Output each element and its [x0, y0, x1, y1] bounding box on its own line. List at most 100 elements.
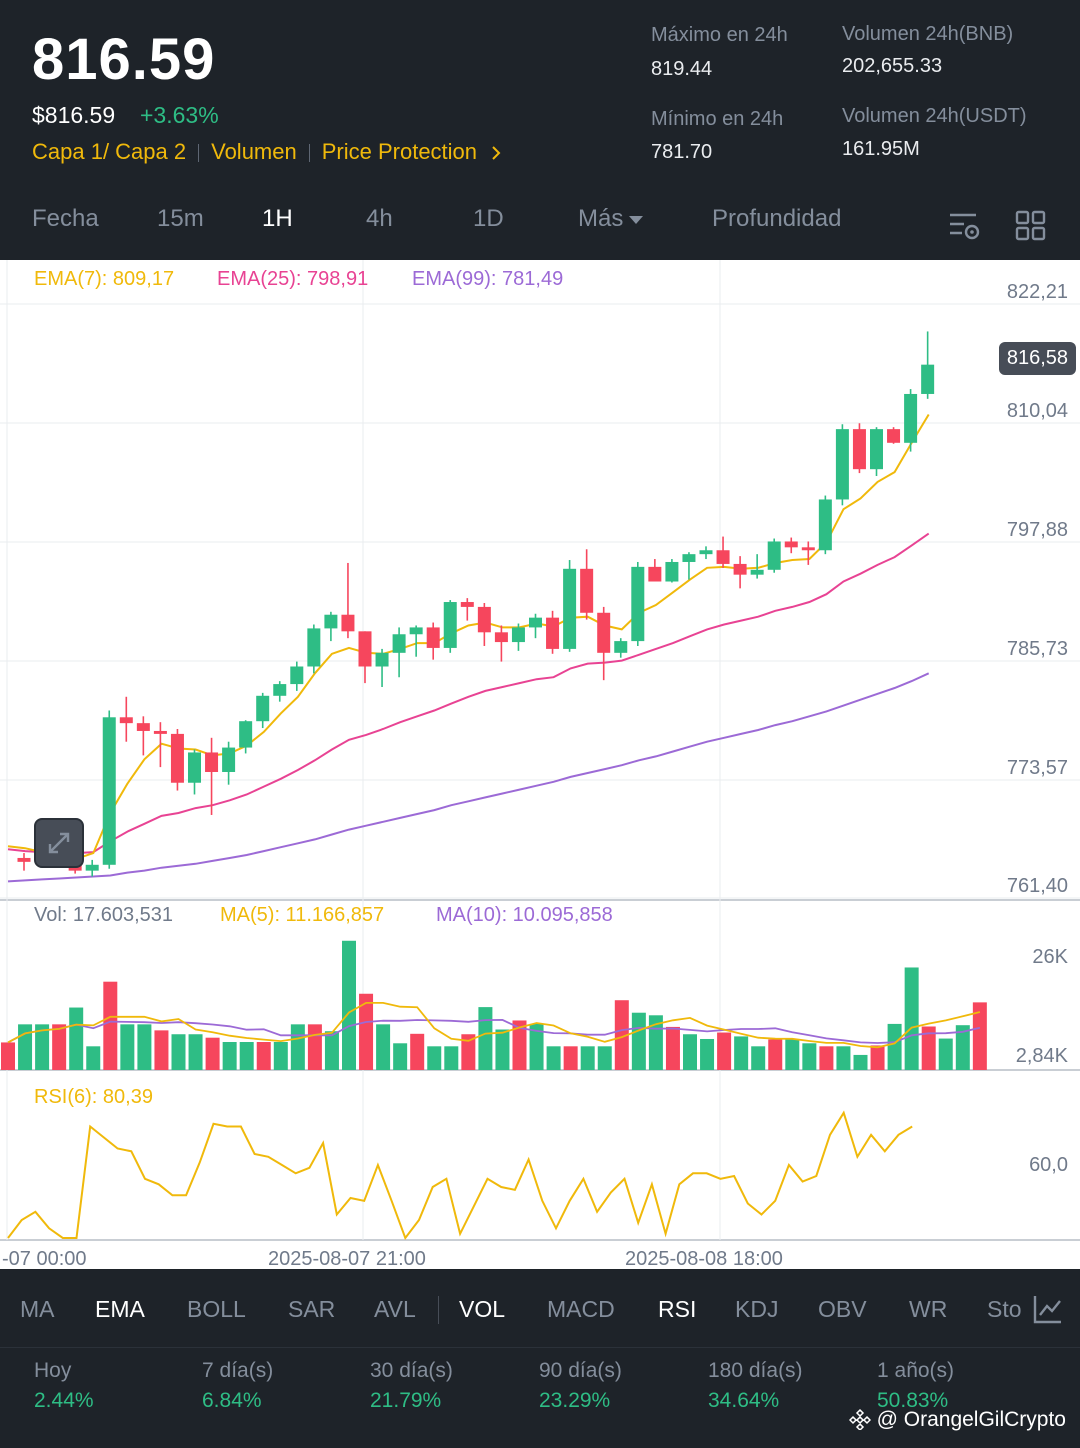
- ema7-legend: EMA(7): 809,17: [34, 268, 175, 290]
- binance-logo-icon: [848, 1408, 871, 1432]
- tab-more-label: Más: [578, 205, 624, 232]
- candlestick-chart[interactable]: [0, 260, 1080, 1269]
- x-axis-label: 2025-08-08 18:00: [625, 1248, 783, 1270]
- volume-bar: [461, 1034, 476, 1070]
- volume-bar: [597, 1046, 612, 1070]
- price-axis-label: 761,40: [1006, 875, 1068, 897]
- volume-bar: [324, 1031, 339, 1070]
- volume-bar: [290, 1024, 305, 1070]
- indicator-ma[interactable]: MA: [20, 1296, 55, 1322]
- volume-bar: [256, 1042, 271, 1070]
- indicator-sto[interactable]: Sto: [987, 1296, 1022, 1322]
- volume-ma10-line: [7, 1018, 981, 1044]
- tab-fecha[interactable]: Fecha: [32, 205, 99, 232]
- ema7-line: [7, 413, 930, 860]
- volume-bar: [222, 1042, 237, 1070]
- candle-body: [546, 617, 560, 649]
- volume-bar: [205, 1037, 220, 1070]
- price-header: 816.59 $816.59 +3.63% Capa 1/ Capa 2 Volu…: [0, 0, 1080, 260]
- volume-bar: [972, 1002, 987, 1070]
- candle-body: [205, 752, 219, 772]
- tab-depth[interactable]: Profundidad: [712, 205, 842, 232]
- candle-body: [409, 627, 423, 635]
- tab-more[interactable]: Más: [578, 205, 644, 233]
- candle-body: [682, 554, 696, 562]
- volume-bar: [154, 1030, 169, 1070]
- price-protection-link[interactable]: Price Protection: [321, 139, 478, 164]
- layout-grid-icon[interactable]: [1014, 210, 1048, 242]
- volume-bar: [188, 1034, 203, 1070]
- indicator-obv[interactable]: OBV: [818, 1296, 867, 1322]
- price-axis-label: 797,88: [1006, 519, 1068, 541]
- indicator-macd[interactable]: MACD: [547, 1296, 615, 1322]
- perf-value-90d: 23.29%: [539, 1389, 611, 1412]
- candle-body: [887, 429, 901, 443]
- candle-body: [835, 429, 849, 500]
- candle-body: [665, 561, 679, 582]
- volume-bar: [938, 1038, 953, 1070]
- indicator-kdj[interactable]: KDJ: [735, 1296, 779, 1322]
- candle-body: [170, 733, 184, 783]
- volume-bar: [307, 1024, 322, 1070]
- chart-settings-icon[interactable]: [948, 210, 982, 242]
- tab-1h[interactable]: 1H: [262, 205, 293, 232]
- indicator-ema[interactable]: EMA: [95, 1296, 145, 1322]
- candle-body: [153, 730, 167, 734]
- candle-body: [716, 550, 730, 564]
- tab-4h[interactable]: 4h: [366, 205, 393, 232]
- price-axis-label: 822,21: [1006, 281, 1068, 303]
- volume-bar: [103, 981, 118, 1070]
- caret-down-icon: [629, 215, 644, 224]
- last-price: 816.59: [32, 27, 216, 92]
- volume-bar: [69, 1007, 84, 1070]
- tag-layer-link[interactable]: Capa 1/ Capa 2: [32, 139, 187, 164]
- volume-bar: [870, 1045, 885, 1070]
- volume-bar: [273, 1042, 288, 1070]
- volume-bar: [683, 1034, 697, 1070]
- indicator-rsi[interactable]: RSI: [658, 1296, 697, 1322]
- volume-bar: [819, 1046, 834, 1070]
- volume-bnb-label: Volumen 24h(BNB): [842, 23, 1014, 45]
- volume-ma5-legend: MA(5): 11.166,857: [220, 904, 385, 926]
- perf-label-90d: 90 día(s): [539, 1359, 622, 1382]
- indicator-avl[interactable]: AVL: [374, 1296, 416, 1322]
- perf-value-180d: 34.64%: [708, 1389, 780, 1412]
- tab-15m[interactable]: 15m: [157, 205, 204, 232]
- candle-body: [494, 632, 508, 643]
- volume-bar: [393, 1043, 408, 1070]
- volume-bar: [700, 1038, 715, 1070]
- candle-body: [580, 568, 594, 613]
- expand-chart-button[interactable]: [34, 818, 84, 868]
- volume-bar: [529, 1023, 544, 1070]
- volume-bar: [120, 1024, 135, 1070]
- rsi-axis-label: 60,0: [1029, 1154, 1068, 1176]
- indicator-wr[interactable]: WR: [909, 1296, 948, 1322]
- perf-label-7d: 7 día(s): [202, 1359, 274, 1382]
- candle-body: [358, 631, 372, 667]
- indicator-boll[interactable]: BOLL: [187, 1296, 246, 1322]
- candle-body: [801, 547, 815, 551]
- tag-volume-link[interactable]: Volumen: [211, 139, 297, 164]
- indicator-settings-icon[interactable]: [1032, 1293, 1064, 1325]
- tag-links: Capa 1/ Capa 2 Volumen Price Protection: [32, 139, 503, 165]
- candle-body: [324, 614, 338, 629]
- volume-bar: [171, 1034, 186, 1070]
- candle-body: [614, 641, 628, 653]
- indicator-sar[interactable]: SAR: [288, 1296, 336, 1322]
- candle-body: [529, 617, 542, 628]
- performance-strip: Hoy 2.44% 7 día(s) 6.84% 30 día(s) 21.79…: [0, 1347, 1080, 1448]
- perf-label-1y: 1 año(s): [877, 1359, 955, 1382]
- candle-body: [648, 566, 662, 582]
- volume-bar: [546, 1046, 561, 1070]
- chevron-right-icon[interactable]: [489, 144, 503, 162]
- x-axis-label: 2025-08-07 21:00: [268, 1248, 426, 1270]
- volume-bar: [921, 1026, 936, 1070]
- volume-ma5-line: [7, 1002, 981, 1049]
- fiat-price: $816.59: [32, 102, 116, 128]
- tab-1d[interactable]: 1D: [473, 205, 504, 232]
- volume-axis-label: 2,84K: [1015, 1045, 1068, 1067]
- divider: [198, 144, 200, 163]
- ema99-line: [7, 672, 930, 883]
- indicator-vol[interactable]: VOL: [459, 1296, 506, 1322]
- volume-bar: [410, 1033, 425, 1070]
